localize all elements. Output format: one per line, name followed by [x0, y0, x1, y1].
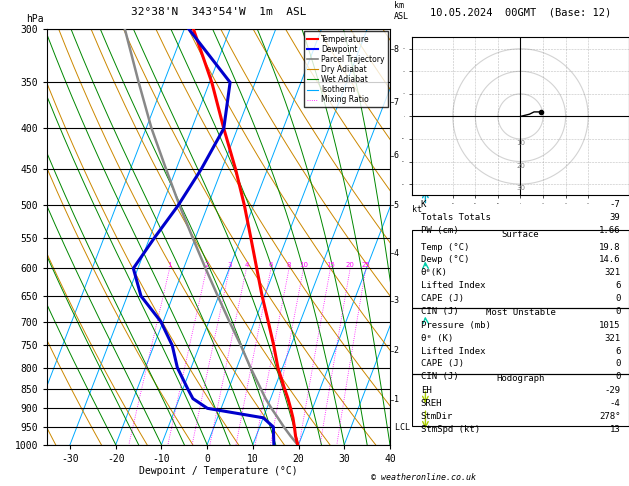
Text: 14.6: 14.6 [599, 256, 620, 264]
Text: 0: 0 [615, 360, 620, 368]
Text: -7: -7 [610, 200, 620, 209]
Text: 278°: 278° [599, 412, 620, 421]
Text: Most Unstable: Most Unstable [486, 308, 555, 317]
Text: 2: 2 [204, 262, 209, 268]
Text: 1: 1 [167, 262, 172, 268]
Text: hPa: hPa [26, 14, 44, 24]
Text: 2: 2 [394, 347, 399, 355]
Text: θᵉ(K): θᵉ(K) [421, 268, 448, 278]
Text: Lifted Index: Lifted Index [421, 347, 485, 356]
Text: PW (cm): PW (cm) [421, 226, 459, 235]
Text: CAPE (J): CAPE (J) [421, 294, 464, 303]
Text: 32°38'N  343°54'W  1m  ASL: 32°38'N 343°54'W 1m ASL [131, 7, 306, 17]
Text: km
ASL: km ASL [394, 1, 409, 21]
Text: 4: 4 [244, 262, 248, 268]
Text: EH: EH [421, 386, 431, 396]
Text: 15: 15 [326, 262, 335, 268]
Text: Totals Totals: Totals Totals [421, 213, 491, 222]
Text: Lifted Index: Lifted Index [421, 281, 485, 290]
Text: Hodograph: Hodograph [496, 374, 545, 382]
Text: 8: 8 [287, 262, 291, 268]
Text: 1: 1 [394, 395, 399, 404]
Text: 1015: 1015 [599, 321, 620, 330]
Text: -4: -4 [610, 399, 620, 408]
Text: 6: 6 [394, 151, 399, 160]
Text: 10: 10 [516, 140, 525, 146]
Text: 10.05.2024  00GMT  (Base: 12): 10.05.2024 00GMT (Base: 12) [430, 7, 611, 17]
Text: 0: 0 [615, 307, 620, 316]
Text: © weatheronline.co.uk: © weatheronline.co.uk [370, 473, 476, 482]
Legend: Temperature, Dewpoint, Parcel Trajectory, Dry Adiabat, Wet Adiabat, Isotherm, Mi: Temperature, Dewpoint, Parcel Trajectory… [304, 32, 387, 107]
Text: 6: 6 [615, 281, 620, 290]
X-axis label: Dewpoint / Temperature (°C): Dewpoint / Temperature (°C) [139, 467, 298, 476]
Text: CIN (J): CIN (J) [421, 307, 459, 316]
Text: 0: 0 [615, 372, 620, 382]
Text: 5: 5 [394, 201, 399, 210]
Text: Pressure (mb): Pressure (mb) [421, 321, 491, 330]
Text: Temp (°C): Temp (°C) [421, 243, 469, 252]
Text: StmDir: StmDir [421, 412, 453, 421]
Text: 321: 321 [604, 334, 620, 343]
Text: 19.8: 19.8 [599, 243, 620, 252]
Text: SREH: SREH [421, 399, 442, 408]
Text: StmSpd (kt): StmSpd (kt) [421, 425, 480, 434]
Text: K: K [421, 200, 426, 209]
Text: 6: 6 [269, 262, 273, 268]
X-axis label: kt: kt [412, 206, 422, 214]
Text: 20: 20 [346, 262, 355, 268]
Text: LCL: LCL [390, 423, 410, 432]
Bar [412, 230, 629, 308]
Text: 30: 30 [516, 185, 525, 191]
Text: 1.66: 1.66 [599, 226, 620, 235]
Text: 7: 7 [394, 98, 399, 107]
Text: 3: 3 [394, 296, 399, 305]
Bar [412, 308, 629, 374]
Text: Surface: Surface [502, 230, 539, 239]
Text: CAPE (J): CAPE (J) [421, 360, 464, 368]
Text: 10: 10 [299, 262, 308, 268]
Text: 6: 6 [615, 347, 620, 356]
Text: 39: 39 [610, 213, 620, 222]
Text: 25: 25 [362, 262, 370, 268]
Text: θᵉ (K): θᵉ (K) [421, 334, 453, 343]
Text: 321: 321 [604, 268, 620, 278]
Text: 20: 20 [516, 163, 525, 169]
Text: 4: 4 [394, 249, 399, 258]
Text: -29: -29 [604, 386, 620, 396]
Text: CIN (J): CIN (J) [421, 372, 459, 382]
Text: 13: 13 [610, 425, 620, 434]
Text: 8: 8 [394, 45, 399, 54]
Text: Dewp (°C): Dewp (°C) [421, 256, 469, 264]
Bar [412, 374, 629, 426]
Text: 0: 0 [615, 294, 620, 303]
Text: 3: 3 [227, 262, 232, 268]
